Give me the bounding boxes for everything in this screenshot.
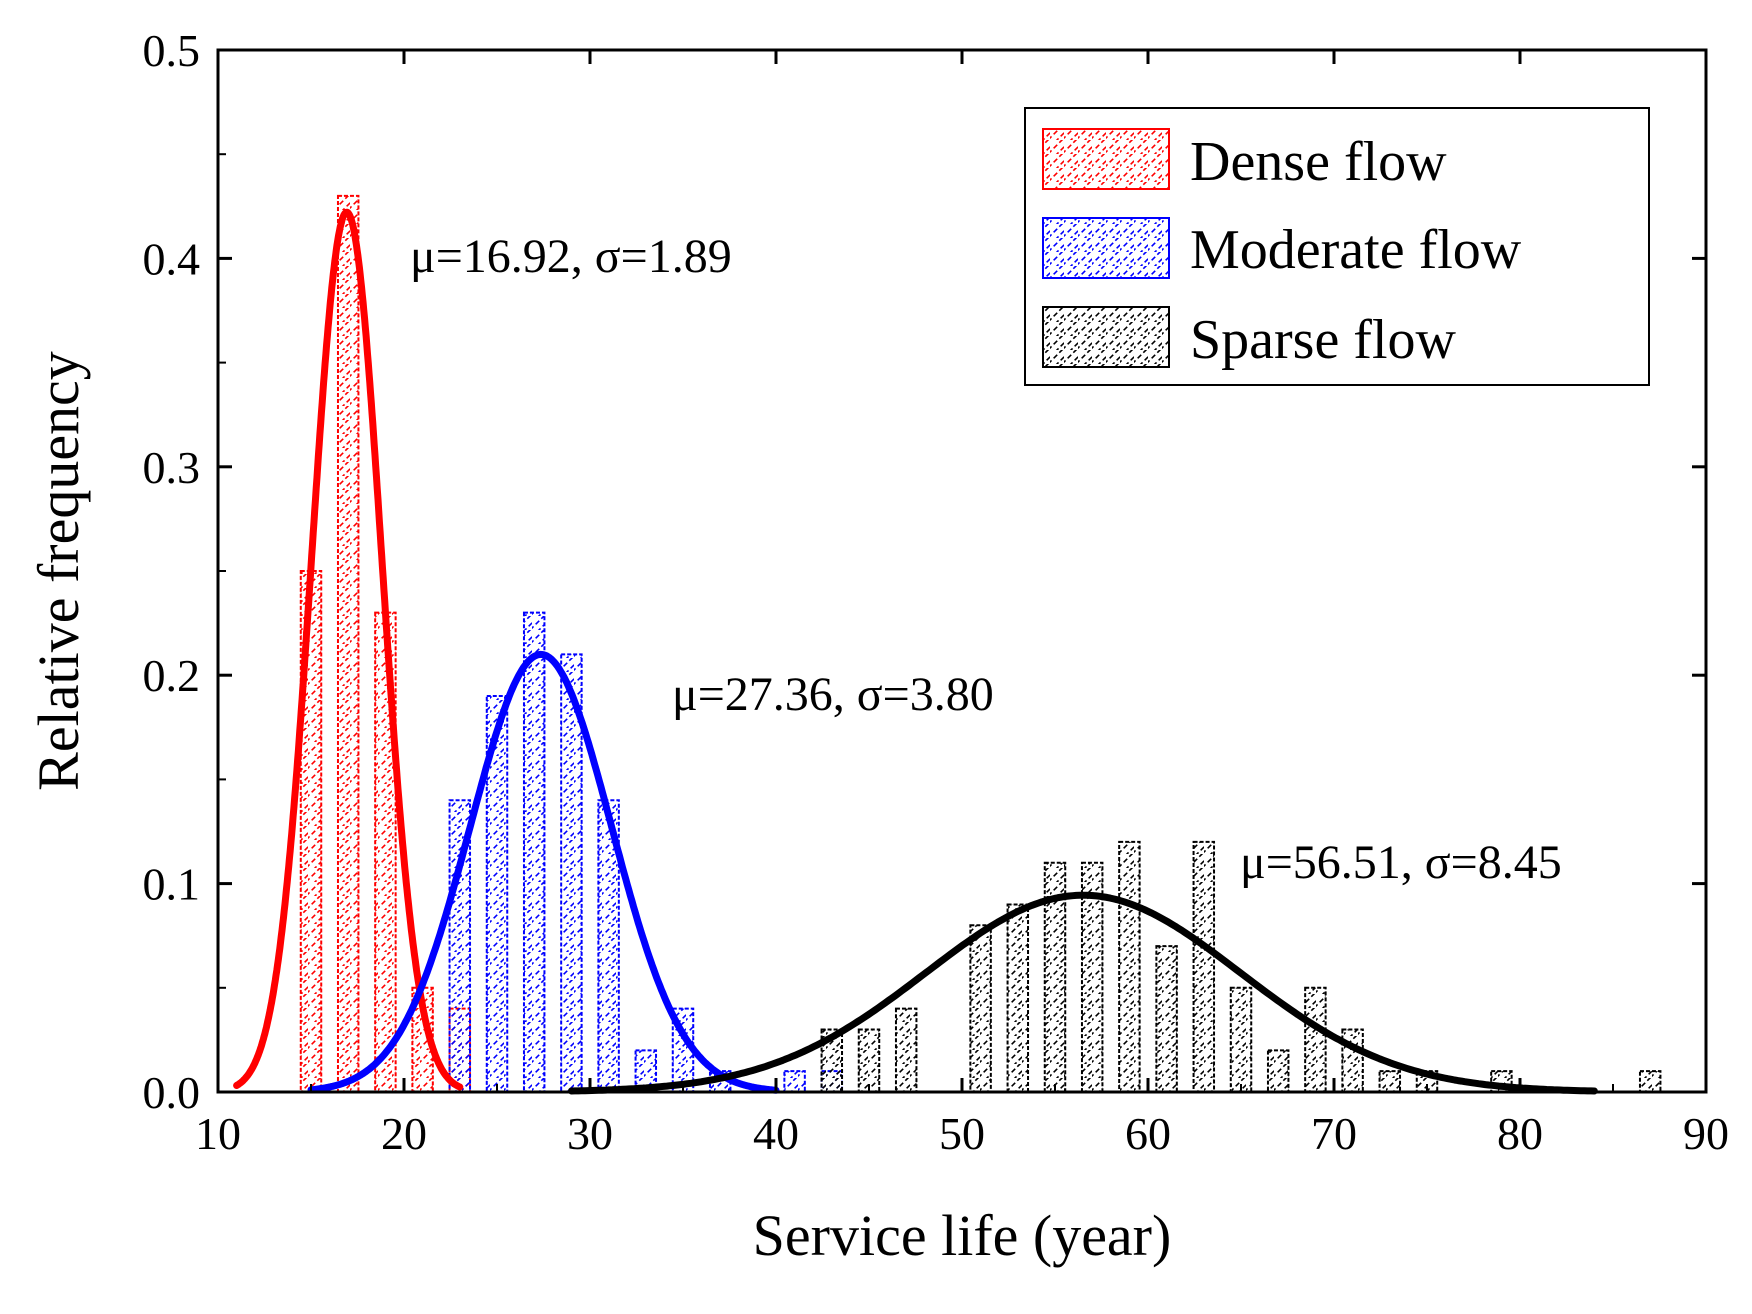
y-tick-label: 0.3 bbox=[143, 442, 201, 493]
dense-fit-annotation: μ=16.92, σ=1.89 bbox=[410, 230, 732, 283]
moderate-flow-bar bbox=[783, 1070, 806, 1094]
x-tick-label: 80 bbox=[1497, 1108, 1543, 1159]
x-tick-label: 40 bbox=[753, 1108, 799, 1159]
sparse-flow-bar bbox=[1229, 986, 1253, 1093]
legend-swatch-dense bbox=[1042, 128, 1170, 190]
sparse-flow-bar bbox=[1192, 840, 1216, 1093]
x-tick-label: 50 bbox=[939, 1108, 985, 1159]
sparse-flow-bar bbox=[894, 1007, 918, 1094]
legend-swatch-moderate bbox=[1042, 217, 1170, 279]
axis-ticks: 10 20 30 40 50 60 70 80 90 0.0 0.1 0.2 0.3 0.4 0.5 bbox=[143, 25, 1730, 1159]
x-tick-label: 90 bbox=[1683, 1108, 1729, 1159]
legend-label-sparse: Sparse flow bbox=[1190, 309, 1457, 371]
x-axis-title: Service life (year) bbox=[753, 1203, 1172, 1268]
x-tick-label: 30 bbox=[567, 1108, 613, 1159]
fit-curves bbox=[233, 208, 1598, 1095]
legend-label-moderate: Moderate flow bbox=[1190, 219, 1522, 281]
legend-label-dense: Dense flow bbox=[1190, 131, 1447, 193]
y-tick-label: 0.1 bbox=[143, 859, 201, 910]
y-tick-label: 0.2 bbox=[143, 650, 201, 701]
dense-flow-fit-curve bbox=[233, 208, 464, 1091]
moderate-flow-bar bbox=[597, 799, 620, 1093]
legend-swatch-sparse bbox=[1042, 306, 1170, 368]
y-tick-label: 0.4 bbox=[143, 233, 201, 284]
dense-flow-bar bbox=[299, 570, 323, 1093]
y-axis-title: Relative frequency bbox=[26, 351, 91, 791]
sparse-flow-fit-curve bbox=[567, 891, 1598, 1095]
x-tick-label: 60 bbox=[1125, 1108, 1171, 1159]
y-tick-label: 0.5 bbox=[143, 25, 201, 76]
y-tick-label: 0.0 bbox=[143, 1067, 201, 1118]
sparse-flow-bar bbox=[1378, 1070, 1402, 1094]
dense-flow-bar bbox=[336, 194, 360, 1093]
sparse-flow-bars bbox=[820, 840, 1662, 1094]
sparse-flow-bar bbox=[1638, 1070, 1662, 1094]
sparse-flow-bar bbox=[1341, 1028, 1364, 1093]
sparse-flow-bar bbox=[1266, 1049, 1290, 1093]
moderate-flow-fit-curve bbox=[307, 650, 780, 1094]
sparse-flow-bar bbox=[1006, 903, 1030, 1093]
moderate-flow-bar bbox=[522, 611, 546, 1093]
sparse-flow-bar bbox=[1155, 945, 1178, 1093]
legend: Dense flow Moderate flow Sparse flow bbox=[1024, 107, 1650, 386]
moderate-fit-annotation: μ=27.36, σ=3.80 bbox=[672, 668, 994, 721]
sparse-flow-bar bbox=[857, 1028, 881, 1093]
sparse-fit-annotation: μ=56.51, σ=8.45 bbox=[1240, 836, 1562, 889]
x-tick-label: 70 bbox=[1311, 1108, 1357, 1159]
sparse-flow-bar bbox=[1304, 986, 1327, 1093]
sparse-flow-bar bbox=[1118, 840, 1141, 1093]
x-tick-label: 10 bbox=[195, 1108, 241, 1159]
annotations: μ=16.92, σ=1.89 μ=27.36, σ=3.80 μ=56.51,… bbox=[410, 230, 1562, 889]
sparse-flow-bar bbox=[969, 924, 992, 1094]
x-tick-label: 20 bbox=[381, 1108, 427, 1159]
